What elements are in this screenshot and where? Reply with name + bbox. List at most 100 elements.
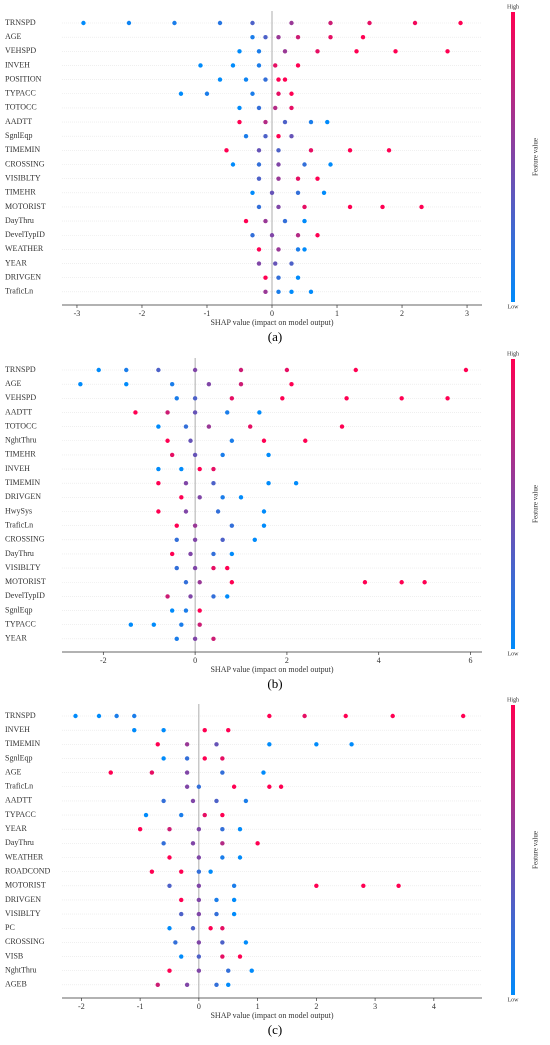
shap-point (315, 49, 320, 54)
shap-point (128, 622, 134, 627)
feature-label: DevelTypID (5, 230, 45, 239)
shap-point (278, 784, 284, 789)
feature-label: VISIBLTY (5, 909, 41, 918)
shap-point (202, 727, 207, 733)
shap-point (161, 841, 166, 846)
shap-point (179, 897, 184, 903)
shap-point (273, 261, 278, 266)
shap-point (169, 452, 175, 458)
colorbar-high: High (507, 697, 519, 703)
shap-point (276, 162, 281, 167)
shap-point (314, 883, 319, 888)
feature-label: DevelTypID (5, 591, 45, 600)
shap-point (276, 134, 281, 139)
shap-point (256, 49, 262, 54)
x-tick-label: -2 (100, 656, 107, 665)
shap-point (78, 381, 83, 387)
shap-point (183, 424, 189, 429)
shap-point (184, 770, 190, 775)
shap-point (220, 812, 225, 818)
shap-point (289, 261, 294, 266)
shap-point (302, 247, 307, 252)
caption: (a) (268, 329, 282, 344)
shap-point (161, 727, 166, 733)
shap-point (192, 410, 198, 415)
shap-point (174, 636, 179, 642)
shap-point (243, 77, 249, 82)
shap-point (215, 509, 221, 514)
shap-point (192, 367, 198, 373)
feature-label: AADTT (5, 796, 32, 805)
feature-label: TIMEHR (5, 450, 36, 459)
shap-point (174, 396, 179, 401)
shap-point (256, 176, 262, 181)
shap-point (261, 438, 267, 443)
shap-point (321, 190, 327, 195)
shap-point (238, 495, 244, 500)
shap-point (243, 134, 249, 139)
shap-point (165, 594, 170, 599)
feature-label: PC (5, 923, 15, 932)
shap-point (220, 770, 225, 775)
shap-point (197, 580, 202, 585)
x-tick-label: -3 (74, 309, 81, 318)
shap-point (396, 883, 401, 888)
feature-label: DRIVGEN (5, 895, 41, 904)
feature-label: CROSSING (5, 159, 45, 168)
feature-label: TIMEMIN (5, 478, 40, 487)
shap-point (167, 926, 172, 931)
shap-point (155, 742, 160, 747)
x-tick-label: 2 (314, 1002, 318, 1011)
shap-point (276, 34, 281, 40)
shap-point (226, 727, 231, 733)
shap-point (197, 608, 202, 613)
x-tick-label: 4 (377, 656, 381, 665)
shap-point (214, 911, 219, 917)
feature-label: DayThru (5, 549, 34, 558)
shap-point (282, 77, 288, 82)
shap-point (231, 897, 237, 903)
shap-point (256, 261, 262, 266)
feature-label: MOTORIST (5, 881, 46, 890)
shap-point (114, 713, 119, 719)
feature-label: SgnlEqp (5, 753, 33, 762)
shap-point (399, 396, 404, 401)
shap-point (419, 204, 424, 210)
shap-point (174, 523, 179, 528)
shap-point (289, 20, 294, 26)
shap-point (263, 119, 268, 125)
shap-point (263, 77, 268, 82)
shap-point (250, 20, 255, 26)
shap-point (132, 727, 137, 733)
shap-point (132, 713, 137, 719)
shap-point (256, 105, 262, 111)
shap-point (156, 424, 161, 429)
colorbar (511, 359, 515, 649)
shap-point (295, 176, 301, 181)
shap-point (393, 49, 398, 54)
shap-point (230, 63, 236, 68)
x-tick-label: 1 (256, 1002, 260, 1011)
feature-label: VEHSPD (5, 46, 36, 55)
shap-point (211, 565, 216, 571)
shap-point (256, 204, 262, 210)
shap-point (386, 148, 392, 153)
shap-point (190, 798, 196, 804)
feature-label: TRNSPD (5, 18, 36, 27)
shap-point (445, 49, 450, 54)
shap-point (202, 812, 207, 818)
shap-point (250, 190, 255, 195)
shap-point (169, 608, 175, 613)
shap-point (192, 452, 198, 458)
shap-point (196, 897, 202, 903)
shap-point (196, 940, 202, 945)
shap-point (211, 594, 216, 599)
shap-point (289, 91, 294, 96)
shap-point (198, 63, 203, 68)
shap-point (250, 91, 255, 96)
shap-point (282, 119, 288, 125)
shap-point (174, 565, 179, 571)
x-tick-label: 2 (400, 309, 404, 318)
shap-point (149, 770, 155, 775)
shap-point (124, 381, 129, 387)
